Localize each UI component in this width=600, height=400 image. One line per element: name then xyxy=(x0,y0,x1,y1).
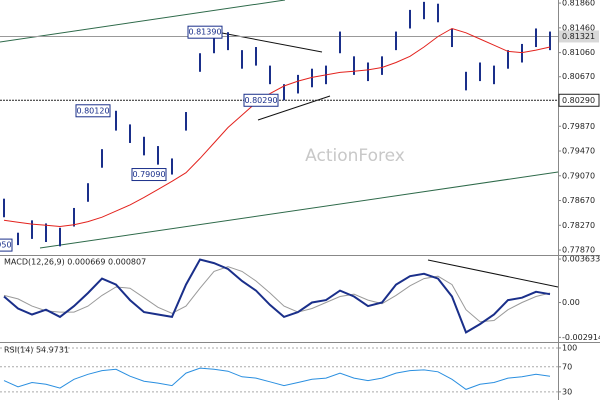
y-tick-label: 0.003633 xyxy=(562,255,600,264)
y-tick-label: 0.79070 xyxy=(562,171,595,180)
y-tick-label: 70 xyxy=(562,362,572,371)
rsi-label: RSI(14) 54.9731 xyxy=(4,346,69,355)
level-label: 0.80290 xyxy=(562,96,595,105)
macd-trendline xyxy=(427,259,559,288)
y-tick-label: 0.81060 xyxy=(562,48,595,57)
annotation-box xyxy=(131,168,167,182)
annotation-label: 0.80120 xyxy=(76,106,109,115)
macd-line xyxy=(3,258,551,334)
trend-channel xyxy=(0,0,286,43)
annotation-box xyxy=(75,104,111,118)
annotation-label: 0.80290 xyxy=(244,96,277,105)
y-tick-label: 0.00 xyxy=(562,298,580,307)
annotation-box xyxy=(0,238,13,252)
y-tick-label: 0.77870 xyxy=(562,246,595,255)
y-tick-label: 30 xyxy=(562,387,572,396)
signal-line xyxy=(3,266,551,323)
y-tick-label: 0.78270 xyxy=(562,221,595,230)
annotation-box xyxy=(187,25,223,39)
last-price-box xyxy=(559,30,599,43)
y-tick-label: 0.81860 xyxy=(562,0,595,8)
y-tick-label: 0.79470 xyxy=(562,147,595,156)
y-tick-label: 0.78670 xyxy=(562,196,595,205)
y-tick-label: 100 xyxy=(562,344,577,353)
moving-average xyxy=(3,27,551,228)
level-box xyxy=(558,93,600,107)
macd-label: MACD(12,26,9) 0.000669 0.000807 xyxy=(4,258,146,267)
annotation-label: 0.81390 xyxy=(188,28,221,37)
rsi-line xyxy=(3,367,551,390)
y-tick-label: 0.80670 xyxy=(562,72,595,81)
y-tick-label: 0.79870 xyxy=(562,122,595,131)
last-price-label: 0.81321 xyxy=(562,32,595,41)
watermark: ActionForex xyxy=(305,146,405,166)
annotation-label: 0.79090 xyxy=(132,170,165,179)
y-tick-label: 0.81460 xyxy=(562,23,595,32)
y-tick-label: -0.002914 xyxy=(562,333,600,342)
annotation-label: 0.77950 xyxy=(0,241,12,250)
annotation-box xyxy=(243,93,279,107)
trend-channel xyxy=(39,171,559,249)
